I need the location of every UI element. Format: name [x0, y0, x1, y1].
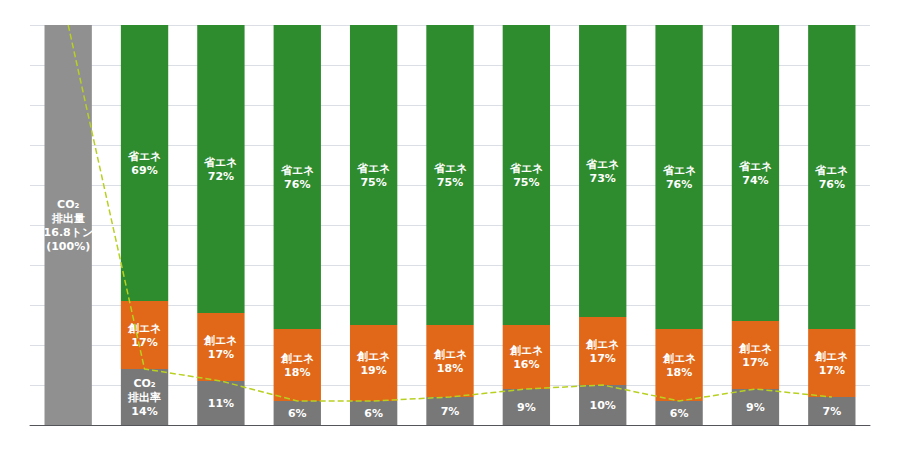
svg-text:省エネ: 省エネ [814, 164, 848, 177]
svg-text:18%: 18% [666, 366, 692, 379]
svg-text:75%: 75% [437, 176, 463, 189]
svg-text:省エネ: 省エネ [662, 164, 696, 177]
svg-text:創エネ: 創エネ [585, 338, 619, 351]
svg-text:75%: 75% [360, 176, 386, 189]
svg-text:76%: 76% [819, 178, 845, 191]
svg-text:75%: 75% [513, 176, 539, 189]
svg-text:創エネ: 創エネ [662, 352, 696, 365]
svg-text:17%: 17% [819, 364, 845, 377]
svg-text:創エネ: 創エネ [814, 350, 848, 363]
svg-text:6%: 6% [288, 407, 307, 420]
svg-text:76%: 76% [284, 178, 310, 191]
svg-text:省エネ: 省エネ [509, 162, 543, 175]
svg-text:創エネ: 創エネ [280, 352, 314, 365]
svg-text:76%: 76% [666, 178, 692, 191]
svg-text:創エネ: 創エネ [738, 342, 772, 355]
svg-text:72%: 72% [208, 170, 234, 183]
svg-text:(100%): (100%) [46, 240, 90, 253]
svg-text:19%: 19% [360, 364, 386, 377]
svg-text:17%: 17% [590, 352, 616, 365]
svg-text:創エネ: 創エネ [356, 350, 390, 363]
svg-text:10%: 10% [590, 399, 616, 412]
svg-text:省エネ: 省エネ [585, 158, 619, 171]
svg-text:排出率: 排出率 [127, 391, 161, 404]
svg-text:11%: 11% [208, 397, 234, 410]
svg-text:18%: 18% [284, 366, 310, 379]
svg-text:16%: 16% [513, 358, 539, 371]
svg-text:6%: 6% [364, 407, 383, 420]
svg-text:省エネ: 省エネ [433, 162, 467, 175]
svg-text:創エネ: 創エネ [203, 334, 237, 347]
svg-text:9%: 9% [746, 401, 765, 414]
svg-text:73%: 73% [590, 172, 616, 185]
svg-text:17%: 17% [131, 336, 157, 349]
svg-text:CO₂: CO₂ [57, 198, 79, 211]
svg-text:17%: 17% [742, 356, 768, 369]
svg-text:69%: 69% [131, 164, 157, 177]
svg-text:省エネ: 省エネ [356, 162, 390, 175]
svg-text:18%: 18% [437, 362, 463, 375]
svg-text:省エネ: 省エネ [127, 150, 161, 163]
svg-text:74%: 74% [742, 174, 768, 187]
svg-text:省エネ: 省エネ [280, 164, 314, 177]
svg-text:CO₂: CO₂ [133, 377, 155, 390]
svg-text:省エネ: 省エネ [203, 156, 237, 169]
svg-text:16.8トン: 16.8トン [44, 226, 93, 239]
svg-text:14%: 14% [131, 405, 157, 418]
svg-text:省エネ: 省エネ [738, 160, 772, 173]
svg-text:排出量: 排出量 [51, 212, 85, 225]
svg-text:創エネ: 創エネ [433, 348, 467, 361]
svg-text:創エネ: 創エネ [509, 344, 543, 357]
svg-text:17%: 17% [208, 348, 234, 361]
svg-text:7%: 7% [441, 405, 460, 418]
svg-text:7%: 7% [822, 405, 841, 418]
svg-text:創エネ: 創エネ [127, 322, 161, 335]
svg-text:6%: 6% [670, 407, 689, 420]
svg-text:9%: 9% [517, 401, 536, 414]
